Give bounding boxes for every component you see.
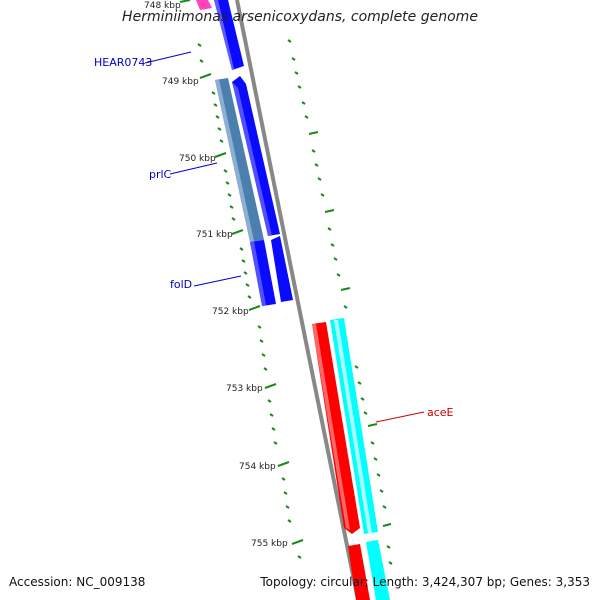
- map-title: Herminiimonas arsenicoxydans, complete g…: [122, 9, 478, 25]
- scale-label: 755 kbp: [251, 539, 288, 549]
- accession-text: Accession: NC_009138: [9, 575, 146, 589]
- gene-feature[interactable]: [196, 0, 212, 10]
- scale-label: 752 kbp: [212, 307, 249, 317]
- scale-ticks-inner: [179, 0, 304, 559]
- gene-label-acee[interactable]: aceE: [427, 406, 454, 419]
- gene-feature[interactable]: [348, 544, 370, 600]
- scale-label: 750 kbp: [179, 154, 216, 164]
- scale-label: 749 kbp: [162, 77, 199, 87]
- scale-ticks-outer: [287, 39, 393, 565]
- scale-labels: 748 kbp 749 kbp 750 kbp 751 kbp 752 kbp …: [144, 1, 288, 549]
- gene-label-fold[interactable]: folD: [170, 278, 192, 291]
- gene-label-prlc[interactable]: prlC: [149, 168, 172, 181]
- scale-label: 753 kbp: [226, 384, 263, 394]
- scale-label: 754 kbp: [239, 462, 276, 472]
- gene-feature[interactable]: [271, 236, 293, 302]
- gene-tracks: [196, 0, 390, 600]
- genome-backbone: [235, 0, 360, 600]
- gene-labels: HEAR0743 prlC folD aceE: [94, 51, 454, 423]
- gene-feature[interactable]: [366, 540, 390, 600]
- scale-label: 748 kbp: [144, 1, 181, 11]
- gene-label-hear0743[interactable]: HEAR0743: [94, 56, 152, 69]
- scale-label: 751 kbp: [196, 230, 233, 240]
- genome-summary-text: Topology: circular; Length: 3,424,307 bp…: [260, 575, 590, 589]
